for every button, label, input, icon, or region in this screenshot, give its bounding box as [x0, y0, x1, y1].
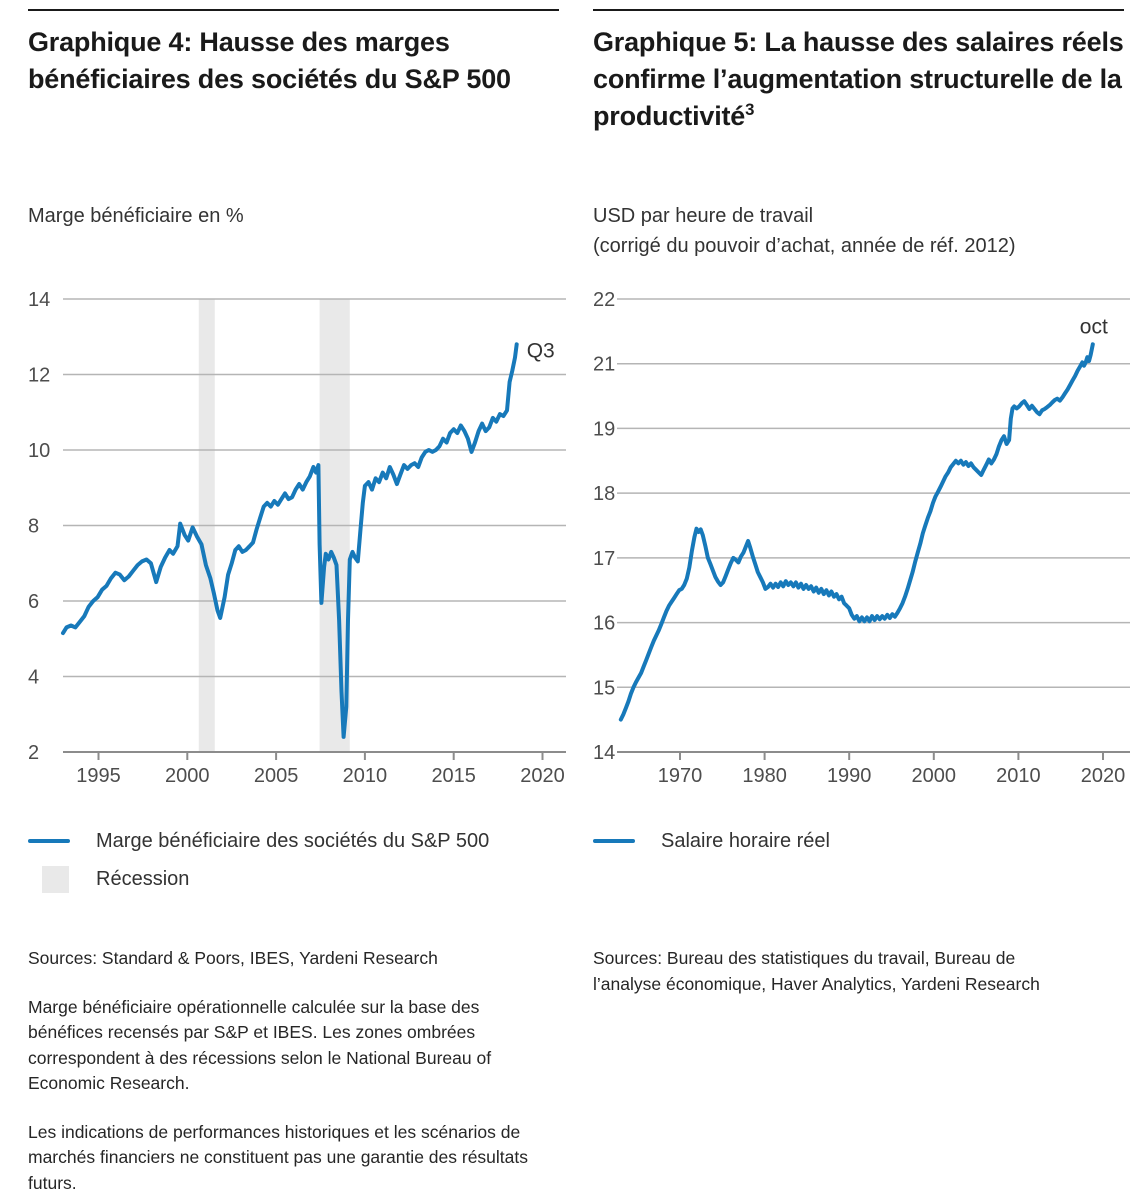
y-tick-label: 10: [28, 440, 50, 462]
line-swatch: [593, 839, 635, 843]
data-line: [618, 342, 1095, 722]
legend-left: Marge bénéficiaire des sociétés du S&P 5…: [28, 822, 559, 898]
legend-label: Marge bénéficiaire des sociétés du S&P 5…: [96, 829, 490, 852]
panel-real-wage: Graphique 5: La hausse des salaires réel…: [593, 0, 1130, 1200]
sources-right: Sources: Bureau des statistiques du trav…: [593, 948, 1040, 994]
x-tick-label: 2015: [431, 765, 476, 787]
line-swatch: [28, 839, 70, 843]
axis-unit-label-left: Marge bénéficiaire en %: [28, 205, 244, 227]
axis-unit-label-right: USD par heure de travail (corrigé du pou…: [593, 205, 1016, 257]
chart-title-right: Graphique 5: La hausse des salaires réel…: [593, 24, 1124, 135]
legend-right: Salaire horaire réel: [593, 822, 1124, 860]
x-tick-label: 1990: [827, 765, 872, 787]
profit-margin-chart: 14 12 10 8 6 4 2 1995 2000 2005 2010 2015 2020 Q3: [28, 289, 566, 787]
x-tick-label: 2000: [165, 765, 210, 787]
real-wage-chart: 22 21 19 18 17 16 15 14 1970 1980 1990 2000 2010 2020…: [593, 289, 1130, 787]
sources-left: Sources: Standard & Poors, IBES, Yardeni…: [28, 948, 438, 968]
title-rule: [28, 9, 559, 11]
x-tick-label: 1995: [76, 765, 121, 787]
y-tick-label: 8: [28, 516, 39, 538]
y-tick-label: 4: [28, 667, 39, 689]
chart-title-left-text: Graphique 4: Hausse des marges bénéficia…: [28, 27, 511, 94]
y-tick-label: 22: [593, 289, 615, 311]
y-tick-label: 12: [28, 365, 50, 387]
data-line: [61, 342, 519, 739]
y-tick-label: 17: [593, 548, 615, 570]
y-tick-label: 21: [593, 354, 615, 376]
x-tick-label: 2010: [343, 765, 388, 787]
recession-swatch: [42, 865, 69, 893]
chart-title-left: Graphique 4: Hausse des marges bénéficia…: [28, 24, 559, 98]
series-end-label: oct: [1080, 315, 1108, 338]
y-tick-label: 14: [593, 742, 615, 764]
y-tick-label: 2: [28, 742, 39, 764]
note-disclaimer: Les indications de performances historiq…: [28, 1121, 529, 1193]
x-tick-label: 1970: [658, 765, 703, 787]
legend-item-recession: Récession: [28, 860, 559, 898]
panel-profit-margin: Graphique 4: Hausse des marges bénéficia…: [28, 0, 566, 1200]
y-tick-label: 16: [593, 613, 615, 635]
footer-right: Sources: Bureau des statistiques du trav…: [593, 946, 1124, 1020]
x-tick-label: 2020: [1081, 765, 1126, 787]
note-methodology: Marge bénéficiaire opérationnelle calcul…: [28, 996, 492, 1094]
x-tick-label: 2000: [912, 765, 957, 787]
chart-title-right-text: Graphique 5: La hausse des salaires réel…: [593, 27, 1124, 131]
x-tick-label: 2005: [254, 765, 299, 787]
y-tick-label: 14: [28, 289, 50, 311]
y-tick-label: 19: [593, 418, 615, 440]
x-tick-label: 1980: [742, 765, 787, 787]
y-tick-label: 18: [593, 483, 615, 505]
series-end-label: Q3: [527, 339, 555, 362]
legend-item-real-wage: Salaire horaire réel: [593, 822, 1124, 860]
y-tick-label: 6: [28, 591, 39, 613]
title-rule: [593, 9, 1124, 11]
chart-title-right-superscript: 3: [745, 100, 755, 119]
y-tick-label: 15: [593, 677, 615, 699]
legend-item-margin: Marge bénéficiaire des sociétés du S&P 5…: [28, 822, 559, 860]
x-tick-label: 2010: [996, 765, 1041, 787]
legend-label: Salaire horaire réel: [661, 829, 830, 852]
footer-left: Sources: Standard & Poors, IBES, Yardeni…: [28, 946, 559, 1200]
x-tick-label: 2020: [520, 765, 565, 787]
legend-label: Récession: [96, 867, 190, 890]
